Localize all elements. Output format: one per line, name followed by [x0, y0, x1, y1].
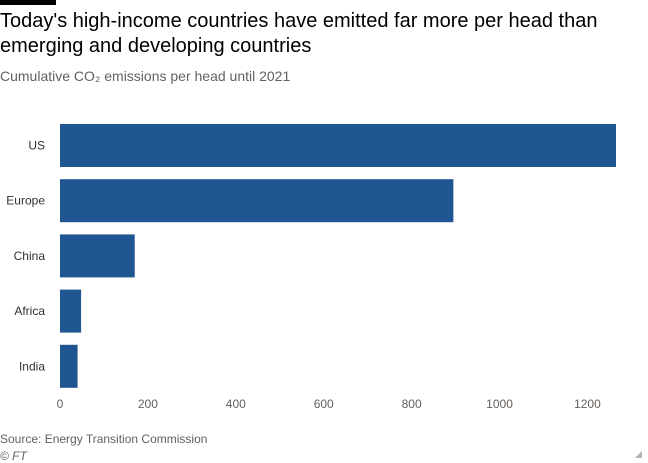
bar-europe — [60, 179, 454, 223]
bar-china — [60, 234, 135, 278]
copyright-credit: © FT — [0, 449, 27, 463]
bar-chart: US Europe China Africa India 0 200 400 600 800 10… — [6, 124, 616, 411]
x-tick-label-200: 200 — [138, 397, 158, 411]
chart-subtitle: Cumulative CO₂ emissions per head until … — [0, 68, 291, 84]
x-tick-label-800: 800 — [402, 397, 422, 411]
category-label-africa: Africa — [14, 304, 45, 318]
resize-corner-icon — [635, 451, 642, 458]
x-tick-label-0: 0 — [57, 397, 64, 411]
category-labels: US Europe China Africa India — [6, 139, 45, 374]
category-label-europe: Europe — [6, 194, 45, 208]
bar-us — [60, 124, 616, 167]
category-label-us: US — [28, 139, 45, 153]
chart-title: Today's high-income countries have emitt… — [0, 10, 598, 57]
x-tick-label-1000: 1000 — [486, 397, 513, 411]
source-note: Source: Energy Transition Commission — [0, 432, 208, 446]
bars-layer — [60, 124, 616, 388]
x-axis-ticks: 0 200 400 600 800 1000 1200 — [57, 397, 601, 411]
x-tick-label-400: 400 — [226, 397, 246, 411]
category-label-china: China — [14, 249, 46, 263]
bar-africa — [60, 289, 82, 333]
bar-india — [60, 344, 78, 388]
brand-bar — [0, 0, 56, 5]
x-tick-label-600: 600 — [314, 397, 334, 411]
x-tick-label-1200: 1200 — [574, 397, 601, 411]
category-label-india: India — [19, 359, 45, 373]
